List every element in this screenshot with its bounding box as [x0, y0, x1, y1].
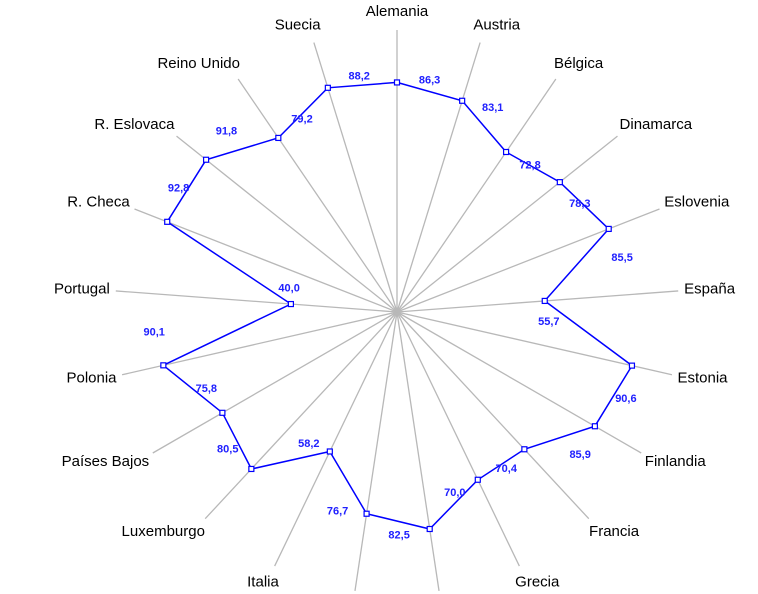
spoke	[274, 311, 398, 567]
value-label: 91,8	[216, 126, 237, 138]
data-point	[363, 510, 370, 517]
value-label: 70,4	[496, 463, 518, 475]
spoke	[396, 42, 481, 313]
category-label: Polonia	[66, 370, 117, 387]
value-label: 92,8	[168, 183, 189, 195]
data-point	[202, 156, 210, 163]
data-point	[605, 225, 612, 233]
data-point	[556, 179, 563, 186]
category-label: R. Checa	[67, 193, 130, 210]
data-point	[275, 134, 282, 142]
data-point	[219, 409, 226, 416]
value-label: 70,0	[444, 487, 465, 499]
data-point	[324, 84, 331, 91]
spoke	[396, 311, 642, 454]
spoke	[121, 311, 398, 376]
value-label: 40,0	[278, 282, 299, 294]
value-label: 85,9	[569, 449, 590, 461]
data-point	[459, 97, 466, 104]
data-point	[164, 218, 171, 225]
data-point	[248, 465, 255, 473]
value-label: 82,5	[388, 529, 409, 541]
category-label: Eslovenia	[664, 193, 730, 210]
spoke	[176, 135, 398, 313]
spoke	[396, 311, 520, 567]
data-point	[502, 148, 510, 156]
category-label: Austria	[473, 16, 520, 33]
data-point	[521, 446, 528, 453]
category-label: Bélgica	[554, 55, 604, 72]
spoke	[396, 311, 673, 376]
spoke	[396, 311, 590, 520]
spoke	[354, 311, 398, 591]
category-label: R. Eslovaca	[94, 116, 175, 133]
value-label: 76,7	[327, 505, 348, 517]
data-point	[628, 362, 636, 369]
spoke	[152, 311, 398, 454]
value-label: 88,2	[348, 70, 369, 82]
value-label: 85,5	[611, 252, 632, 264]
category-label: Reino Unido	[157, 55, 240, 72]
value-label: 90,1	[143, 326, 164, 338]
data-point	[541, 297, 548, 305]
data-line	[161, 81, 633, 530]
category-label: Luxemburgo	[122, 523, 205, 540]
category-label: Suecia	[275, 16, 322, 33]
value-label: 55,7	[538, 316, 559, 328]
category-label: Italia	[247, 573, 279, 590]
category-label: Estonia	[677, 370, 728, 387]
spoke	[237, 78, 398, 313]
value-label: 86,3	[419, 75, 440, 87]
spoke	[115, 290, 398, 313]
data-point	[393, 79, 401, 86]
data-point	[326, 448, 333, 455]
spoke	[396, 135, 618, 313]
category-label: Dinamarca	[620, 116, 693, 133]
value-label: 83,1	[482, 102, 503, 114]
category-label: España	[684, 281, 736, 298]
data-point	[160, 362, 167, 369]
value-label: 58,2	[298, 438, 319, 450]
spoke	[396, 311, 440, 591]
value-label: 78,3	[569, 198, 590, 210]
value-label: 90,6	[615, 393, 636, 405]
category-label: Portugal	[54, 281, 110, 298]
category-label: Finlandia	[645, 453, 707, 470]
spoke	[396, 78, 557, 313]
category-label: Francia	[589, 523, 640, 540]
category-label: Grecia	[515, 573, 560, 590]
value-label: 75,8	[196, 383, 217, 395]
data-point	[591, 423, 598, 430]
value-label: 72,8	[519, 160, 540, 172]
data-point	[287, 300, 294, 308]
value-label: 79,2	[291, 113, 312, 125]
value-label: 80,5	[217, 444, 238, 456]
category-label: Alemania	[366, 3, 429, 20]
spoke	[396, 290, 679, 313]
data-point	[426, 525, 433, 533]
data-point	[474, 476, 481, 483]
category-label: Países Bajos	[62, 453, 150, 470]
spoke	[396, 208, 660, 313]
spoke	[204, 311, 398, 520]
spoke	[134, 208, 398, 313]
